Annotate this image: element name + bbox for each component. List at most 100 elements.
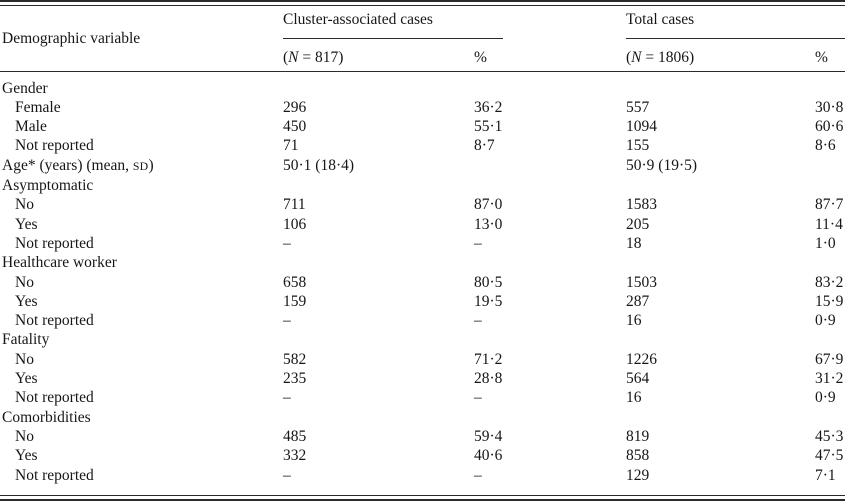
row-label: Not reported	[15, 466, 94, 484]
value-cell: 1094	[626, 118, 657, 136]
value-cell	[474, 156, 626, 176]
value-cell: 16	[626, 312, 642, 330]
value-cell	[474, 176, 626, 195]
row-label: Gender	[2, 79, 48, 97]
row-label: Yes	[15, 292, 38, 310]
value-cell: 296	[283, 98, 307, 116]
value-cell: 80·5	[474, 273, 503, 291]
value-cell: 40·6	[474, 447, 503, 465]
value-cell: 0·9	[815, 389, 836, 407]
group-label: Cluster-associated cases	[283, 11, 433, 28]
data-row: No 582 71·2 1226 67·9	[0, 350, 845, 369]
section-row: Asymptomatic	[0, 176, 845, 195]
value-cell: 55·1	[474, 118, 503, 136]
value-cell	[815, 253, 845, 272]
row-label: Not reported	[15, 312, 94, 330]
table-header: Demographic variable Cluster-associated …	[0, 6, 845, 72]
table-body: Gender Female 296 36·2 557 30·8 Male 450 55·1 109…	[0, 71, 845, 485]
section-row: Gender	[0, 71, 845, 98]
table-bottom-double-rule	[0, 495, 845, 501]
column-header-n-cluster: (N = 817)	[283, 39, 474, 72]
data-row: No 485 59·4 819 45·3	[0, 427, 845, 446]
value-cell: 557	[626, 98, 650, 116]
value-cell: 47·5	[815, 447, 844, 465]
row-label: Yes	[15, 370, 38, 388]
group-header-underline: Cluster-associated cases	[283, 6, 503, 40]
data-row: No 711 87·0 1583 87·7	[0, 195, 845, 214]
group-header-row: Demographic variable Cluster-associated …	[0, 6, 845, 72]
value-cell: 31·2	[815, 370, 844, 388]
data-row: Yes 235 28·8 564 31·2	[0, 369, 845, 388]
value-cell	[815, 176, 845, 195]
value-cell	[474, 71, 626, 98]
value-cell: 450	[283, 118, 307, 136]
data-row: Not reported – – 16 0·9	[0, 388, 845, 407]
group-header-cluster-associated-cases: Cluster-associated cases	[283, 6, 626, 40]
group-header-underline: Total cases	[626, 6, 845, 40]
value-cell: –	[283, 234, 291, 252]
value-cell: –	[474, 389, 482, 407]
value-cell: 30·8	[815, 98, 844, 116]
value-cell: 287	[626, 292, 650, 310]
value-cell	[815, 71, 845, 98]
value-cell: 18	[626, 234, 642, 252]
value-cell: 205	[626, 215, 650, 233]
value-cell: 16	[626, 389, 642, 407]
value-cell	[474, 330, 626, 349]
value-cell: 45·3	[815, 427, 844, 445]
row-label: Not reported	[15, 389, 94, 407]
value-cell: 87·7	[815, 196, 844, 214]
value-cell	[815, 330, 845, 349]
value-cell: –	[283, 389, 291, 407]
value-cell: 36·2	[474, 98, 503, 116]
value-cell	[626, 330, 815, 349]
row-label: Not reported	[15, 234, 94, 252]
row-label: No	[15, 196, 34, 214]
data-row: No 658 80·5 1503 83·2	[0, 273, 845, 292]
value-cell: 50·1 (18·4)	[283, 156, 355, 174]
value-cell: –	[474, 234, 482, 252]
value-cell: 71·2	[474, 350, 503, 368]
column-header-n-total: (N = 1806)	[626, 39, 815, 72]
column-header-pct-total: %	[815, 39, 845, 72]
value-cell	[283, 176, 474, 195]
group-label: Total cases	[626, 11, 695, 28]
demographics-table: Demographic variable Cluster-associated …	[0, 6, 845, 485]
column-header-demographic-variable: Demographic variable	[0, 6, 283, 72]
value-cell: 711	[283, 196, 306, 214]
data-row: Female 296 36·2 557 30·8	[0, 98, 845, 117]
data-row: Not reported – – 129 7·1	[0, 466, 845, 485]
value-cell: 50·9 (19·5)	[626, 156, 698, 174]
value-cell: 59·4	[474, 427, 503, 445]
value-cell	[815, 156, 845, 176]
value-cell: 28·8	[474, 370, 503, 388]
row-label: Male	[15, 118, 47, 136]
value-cell: 129	[626, 466, 650, 484]
value-cell: 159	[283, 292, 307, 310]
value-cell: 1503	[626, 273, 657, 291]
value-cell	[283, 330, 474, 349]
value-cell: –	[474, 312, 482, 330]
value-cell: 858	[626, 447, 650, 465]
section-row: Age* (years) (mean, sd) 50·1 (18·4) 50·9 (…	[0, 156, 845, 176]
group-header-total-cases: Total cases	[626, 6, 845, 40]
value-cell	[626, 176, 815, 195]
value-cell: 1226	[626, 350, 657, 368]
section-row: Comorbidities	[0, 408, 845, 427]
small-caps-text: sd	[132, 159, 149, 173]
row-label: No	[15, 350, 34, 368]
row-label: Yes	[15, 215, 38, 233]
value-cell: 332	[283, 447, 307, 465]
value-cell: 582	[283, 350, 307, 368]
value-cell: 15·9	[815, 292, 844, 310]
row-label: No	[15, 427, 34, 445]
value-cell: 564	[626, 370, 650, 388]
data-row: Male 450 55·1 1094 60·6	[0, 117, 845, 136]
value-cell: 658	[283, 273, 307, 291]
row-label: Female	[15, 98, 61, 116]
value-cell: 13·0	[474, 215, 503, 233]
section-row: Healthcare worker	[0, 253, 845, 272]
value-cell	[283, 71, 474, 98]
value-cell: 11·4	[815, 215, 843, 233]
